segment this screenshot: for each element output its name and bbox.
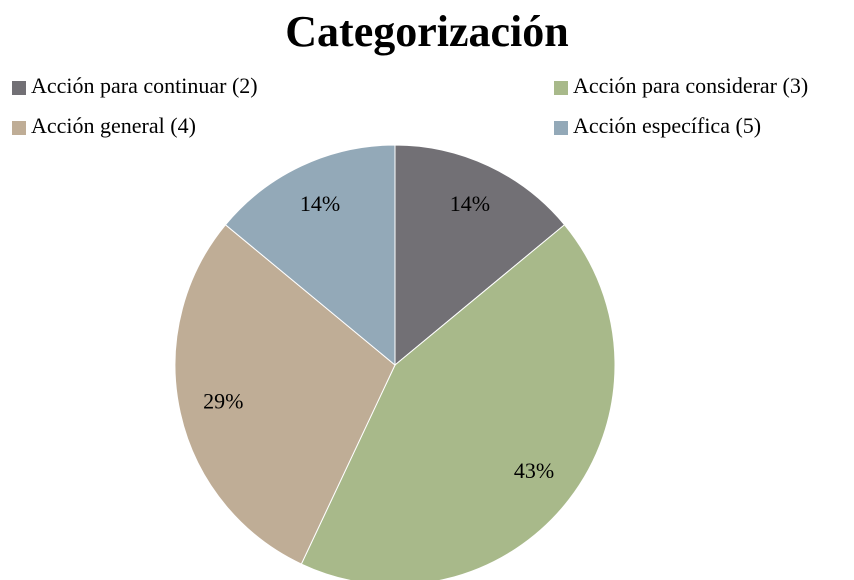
legend-swatch — [12, 121, 26, 135]
chart-title: Categorización — [285, 7, 568, 56]
pie-slice — [224, 144, 396, 367]
legend-label: Acción general (4) — [31, 113, 196, 138]
data-label: 29% — [203, 388, 243, 413]
pie-slice — [174, 224, 396, 565]
legend-swatch — [12, 81, 26, 95]
legend-swatch — [554, 81, 568, 95]
data-label: 14% — [300, 191, 340, 216]
legend-label: Acción para considerar (3) — [573, 73, 808, 98]
legend-label: Acción para continuar (2) — [31, 73, 258, 98]
data-label: 43% — [514, 458, 554, 483]
legend-swatch — [554, 121, 568, 135]
data-label: 14% — [450, 191, 490, 216]
legend-label: Acción específica (5) — [573, 113, 761, 138]
pie-slice — [300, 224, 616, 580]
pie-slice — [394, 144, 566, 367]
